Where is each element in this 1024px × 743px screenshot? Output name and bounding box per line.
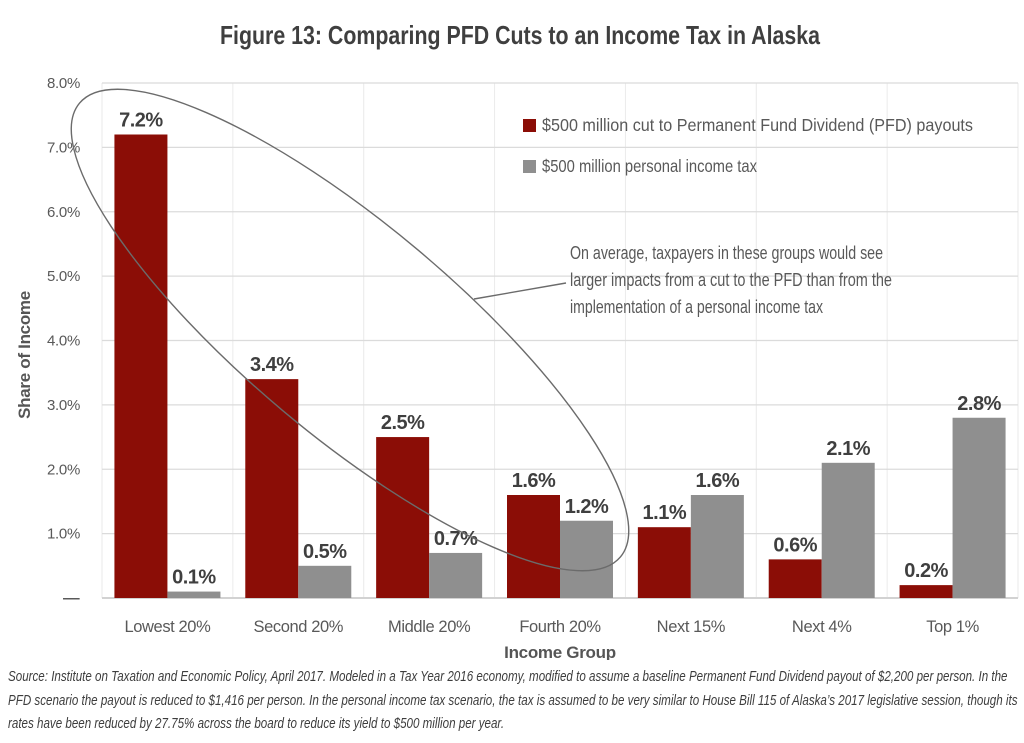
- y-tick-label: –: [62, 590, 80, 607]
- bar-pfd-cut: [768, 559, 822, 598]
- x-tick-label: Fourth 20%: [519, 618, 601, 636]
- bar-value-label: 0.1%: [172, 567, 216, 589]
- bar-income-tax: [560, 520, 613, 598]
- bar-income-tax: [429, 552, 483, 598]
- y-axis-title: Share of Income: [15, 291, 34, 419]
- bar-value-label: 0.2%: [904, 560, 948, 582]
- chart-title: Figure 13: Comparing PFD Cuts to an Inco…: [220, 20, 820, 50]
- y-tick-label: 1.0%: [47, 526, 80, 543]
- legend-swatch-tax: [523, 160, 536, 173]
- legend-label-tax: $500 million personal income tax: [542, 156, 757, 176]
- bar-value-label: 7.2%: [119, 110, 163, 132]
- bar-income-tax: [690, 495, 744, 598]
- y-tick-label: 5.0%: [47, 268, 80, 285]
- x-tick-label: Next 15%: [657, 618, 726, 636]
- annotation-text-line: implementation of a personal income tax: [570, 297, 823, 317]
- bar-value-label: 1.6%: [696, 470, 740, 492]
- bar-value-label: 1.6%: [512, 470, 556, 492]
- y-tick-label: 6.0%: [47, 204, 80, 221]
- x-tick-label: Top 1%: [926, 618, 979, 636]
- bar-pfd-cut: [114, 134, 168, 598]
- bar-value-label: 2.5%: [381, 412, 425, 434]
- bar-income-tax: [952, 417, 1006, 598]
- bar-value-label: 0.5%: [303, 541, 347, 563]
- bar-income-tax: [167, 591, 221, 598]
- annotation-text-line: larger impacts from a cut to the PFD tha…: [570, 270, 892, 290]
- highlight-ellipse: [70, 88, 630, 572]
- bar-value-label: 1.1%: [643, 502, 687, 524]
- y-tick-label: 4.0%: [47, 333, 80, 350]
- x-tick-label: Next 4%: [792, 618, 852, 636]
- bar-pfd-cut: [376, 437, 430, 598]
- bar-value-label: 1.2%: [565, 496, 609, 518]
- x-tick-label: Second 20%: [253, 618, 343, 636]
- bar-income-tax: [821, 462, 875, 598]
- legend-swatch-pfd: [523, 119, 536, 132]
- bar-pfd-cut: [245, 379, 299, 598]
- annotation-text-line: On average, taxpayers in these groups wo…: [570, 243, 883, 263]
- bar-value-label: 3.4%: [250, 354, 294, 376]
- x-axis-title: Income Group: [504, 643, 616, 660]
- y-tick-label: 3.0%: [47, 397, 80, 414]
- legend-label-pfd: $500 million cut to Permanent Fund Divid…: [542, 115, 973, 135]
- bar-pfd-cut: [507, 495, 560, 598]
- source-note: Source: Institute on Taxation and Econom…: [8, 669, 1018, 732]
- bar-value-label: 0.6%: [773, 534, 817, 556]
- bar-value-label: 2.1%: [826, 438, 870, 460]
- y-tick-label: 2.0%: [47, 461, 80, 478]
- bar-value-label: 0.7%: [434, 528, 478, 550]
- annotation-leader-line: [473, 282, 567, 300]
- x-tick-label: Lowest 20%: [124, 618, 211, 636]
- bar-income-tax: [298, 565, 352, 598]
- y-tick-label: 8.0%: [47, 75, 80, 92]
- chart-canvas: –1.0%2.0%3.0%4.0%5.0%6.0%7.0%8.0%Share o…: [15, 20, 1019, 660]
- bar-pfd-cut: [899, 585, 953, 598]
- bar-pfd-cut: [637, 527, 691, 598]
- bar-value-label: 2.8%: [957, 393, 1001, 415]
- x-tick-label: Middle 20%: [388, 618, 471, 636]
